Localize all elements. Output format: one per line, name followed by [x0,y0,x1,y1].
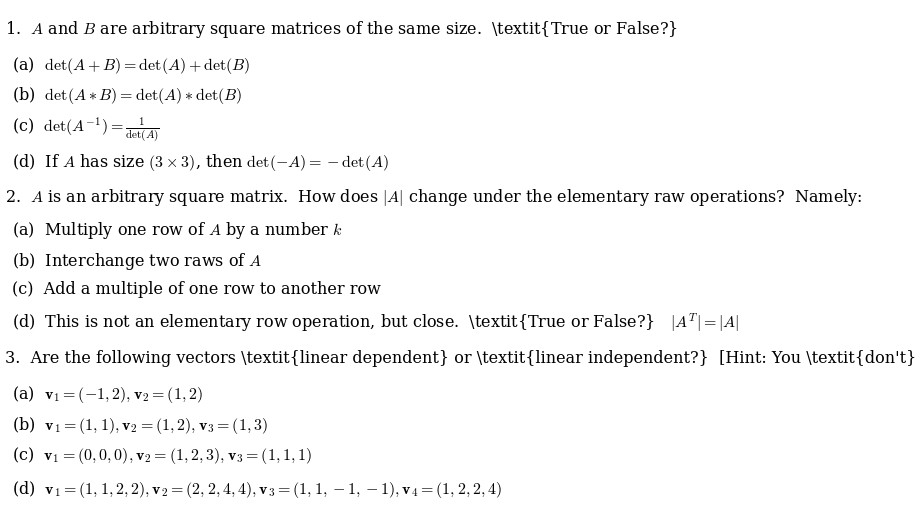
Text: (b)  $\mathbf{v}_1 = (1,1), \mathbf{v}_2 = (1,2), \mathbf{v}_3 = (1,3)$: (b) $\mathbf{v}_1 = (1,1), \mathbf{v}_2 … [12,415,268,436]
Text: (a)  Multiply one row of $A$ by a number $k$: (a) Multiply one row of $A$ by a number … [12,220,343,241]
Text: (d)  This is not an elementary row operation, but close.  \textit{True or False?: (d) This is not an elementary row operat… [12,312,739,334]
Text: (c)  Add a multiple of one row to another row: (c) Add a multiple of one row to another… [12,282,381,298]
Text: (d)  If $A$ has size $(3 \times 3)$, then $\det(-A) = -\det(A)$: (d) If $A$ has size $(3 \times 3)$, then… [12,152,389,173]
Text: (d)  $\mathbf{v}_1 = (1,1,2,2), \mathbf{v}_2 = (2,2,4,4), \mathbf{v}_3 = (1,1,-1: (d) $\mathbf{v}_1 = (1,1,2,2), \mathbf{v… [12,479,502,500]
Text: 3.  Are the following vectors \textit{linear dependent} or \textit{linear indepe: 3. Are the following vectors \textit{lin… [6,350,922,367]
Text: (c)  $\det(A^{-1}) = \frac{1}{\det(A)}$: (c) $\det(A^{-1}) = \frac{1}{\det(A)}$ [12,116,160,145]
Text: 1.  $A$ and $B$ are arbitrary square matrices of the same size.  \textit{True or: 1. $A$ and $B$ are arbitrary square matr… [6,19,679,40]
Text: (c)  $\mathbf{v}_1 = (0,0,0), \mathbf{v}_2 = (1,2,3), \mathbf{v}_3 = (1,1,1)$: (c) $\mathbf{v}_1 = (0,0,0), \mathbf{v}_… [12,445,313,466]
Text: (a)  $\mathbf{v}_1 = (-1,2), \mathbf{v}_2 = (1,2)$: (a) $\mathbf{v}_1 = (-1,2), \mathbf{v}_2… [12,385,203,406]
Text: (a)  $\det(A+B) = \det(A) + \det(B)$: (a) $\det(A+B) = \det(A) + \det(B)$ [12,55,251,76]
Text: (b)  Interchange two raws of $A$: (b) Interchange two raws of $A$ [12,251,263,272]
Text: 2.  $A$ is an arbitrary square matrix.  How does $|A|$ change under the elementa: 2. $A$ is an arbitrary square matrix. Ho… [6,187,863,208]
Text: (b)  $\det(A*B) = \det(A) * \det(B)$: (b) $\det(A*B) = \det(A) * \det(B)$ [12,86,242,106]
